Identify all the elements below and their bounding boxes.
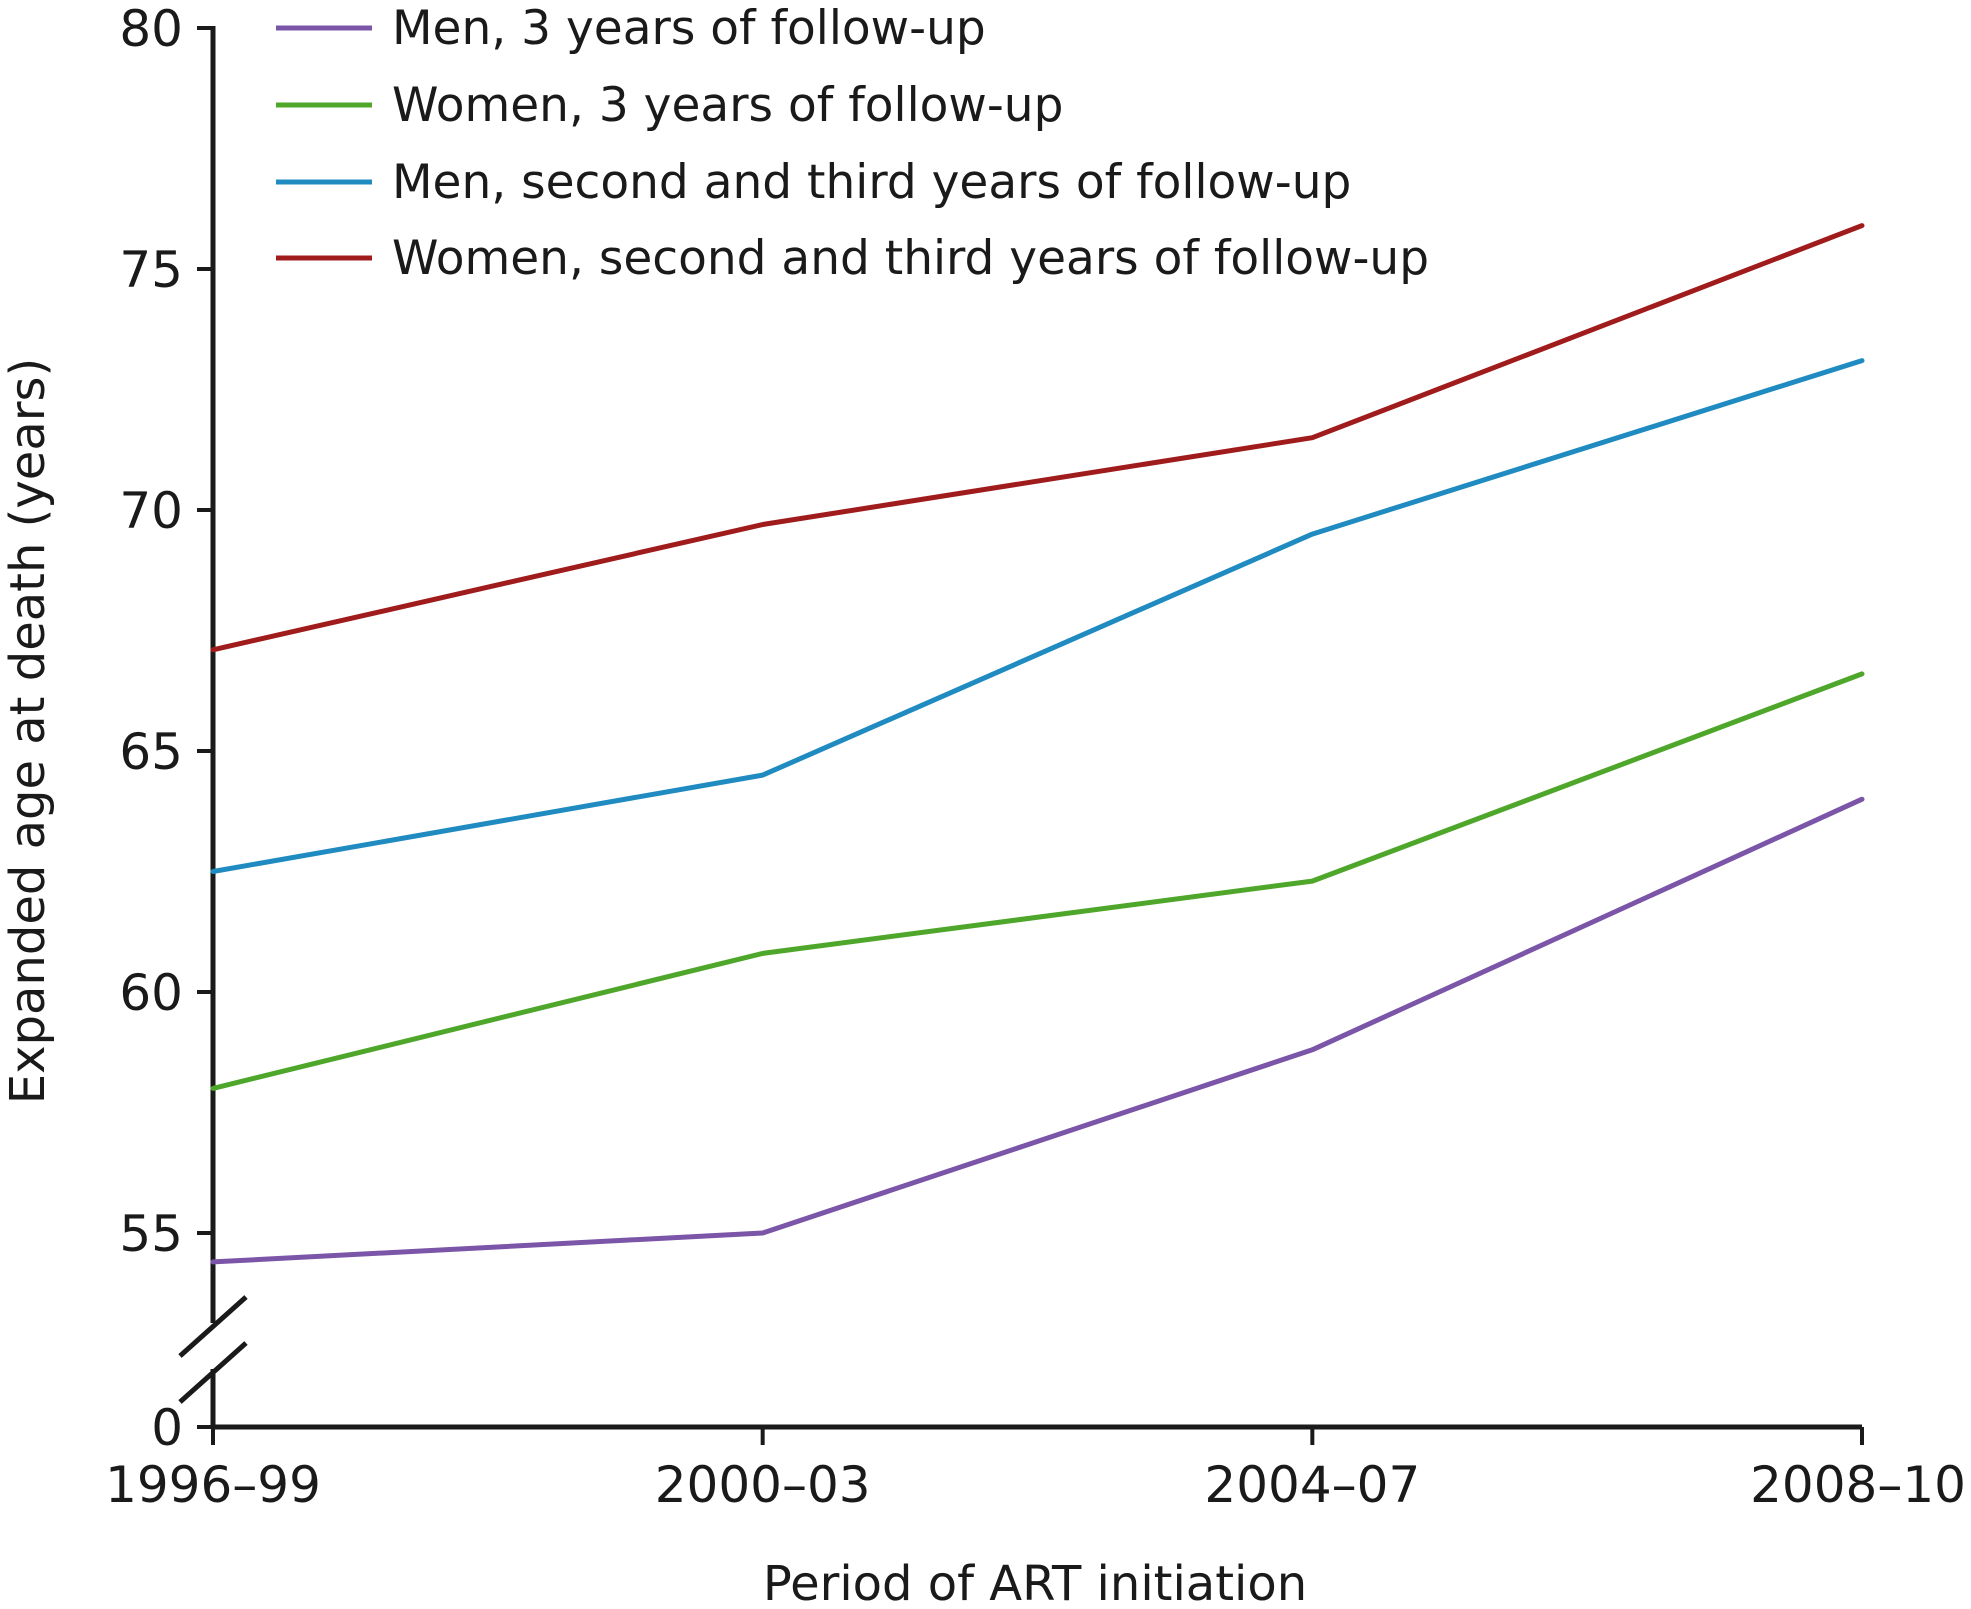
legend-item: Women, 3 years of follow-up (276, 78, 1063, 133)
x-tick-label: 2004–07 (1204, 1456, 1420, 1514)
series-line (210, 358, 1865, 874)
x-axis-ticks: 1996–99 2000–03 2004–07 2008–10 (105, 1427, 1966, 1514)
legend-label: Women, 3 years of follow-up (392, 78, 1063, 133)
x-tick-label: 2000–03 (655, 1456, 871, 1514)
legend-label: Men, second and third years of follow-up (392, 155, 1351, 210)
legend-item: Men, second and third years of follow-up (276, 155, 1351, 210)
legend-item: Men, 3 years of follow-up (276, 1, 986, 56)
y-tick-label: 0 (151, 1399, 183, 1457)
series-line (210, 671, 1865, 1091)
legend: Men, 3 years of follow-up Women, 3 years … (276, 1, 1429, 286)
x-tick-label: 2008–10 (1750, 1456, 1966, 1514)
y-tick-label: 55 (119, 1205, 183, 1263)
y-axis-ticks: 0 55 60 65 70 75 80 (119, 0, 213, 1457)
y-tick-label: 80 (119, 0, 183, 58)
y-tick-label: 65 (119, 723, 183, 781)
series-line (210, 796, 1865, 1265)
y-axis-break-mark (178, 1295, 248, 1404)
legend-label: Women, second and third years of follow-… (392, 231, 1429, 286)
x-axis-title: Period of ART initiation (763, 1556, 1307, 1609)
y-tick-label: 75 (119, 241, 183, 299)
x-tick-label: 1996–99 (105, 1456, 321, 1514)
legend-item: Women, second and third years of follow-… (276, 231, 1429, 286)
legend-label: Men, 3 years of follow-up (392, 1, 986, 56)
axes (178, 26, 1862, 1430)
series-line (210, 223, 1865, 653)
series-layer (210, 223, 1865, 1265)
y-tick-label: 70 (119, 482, 183, 540)
y-tick-label: 60 (119, 964, 183, 1022)
y-axis-title: Expanded age at death (years) (0, 358, 56, 1104)
